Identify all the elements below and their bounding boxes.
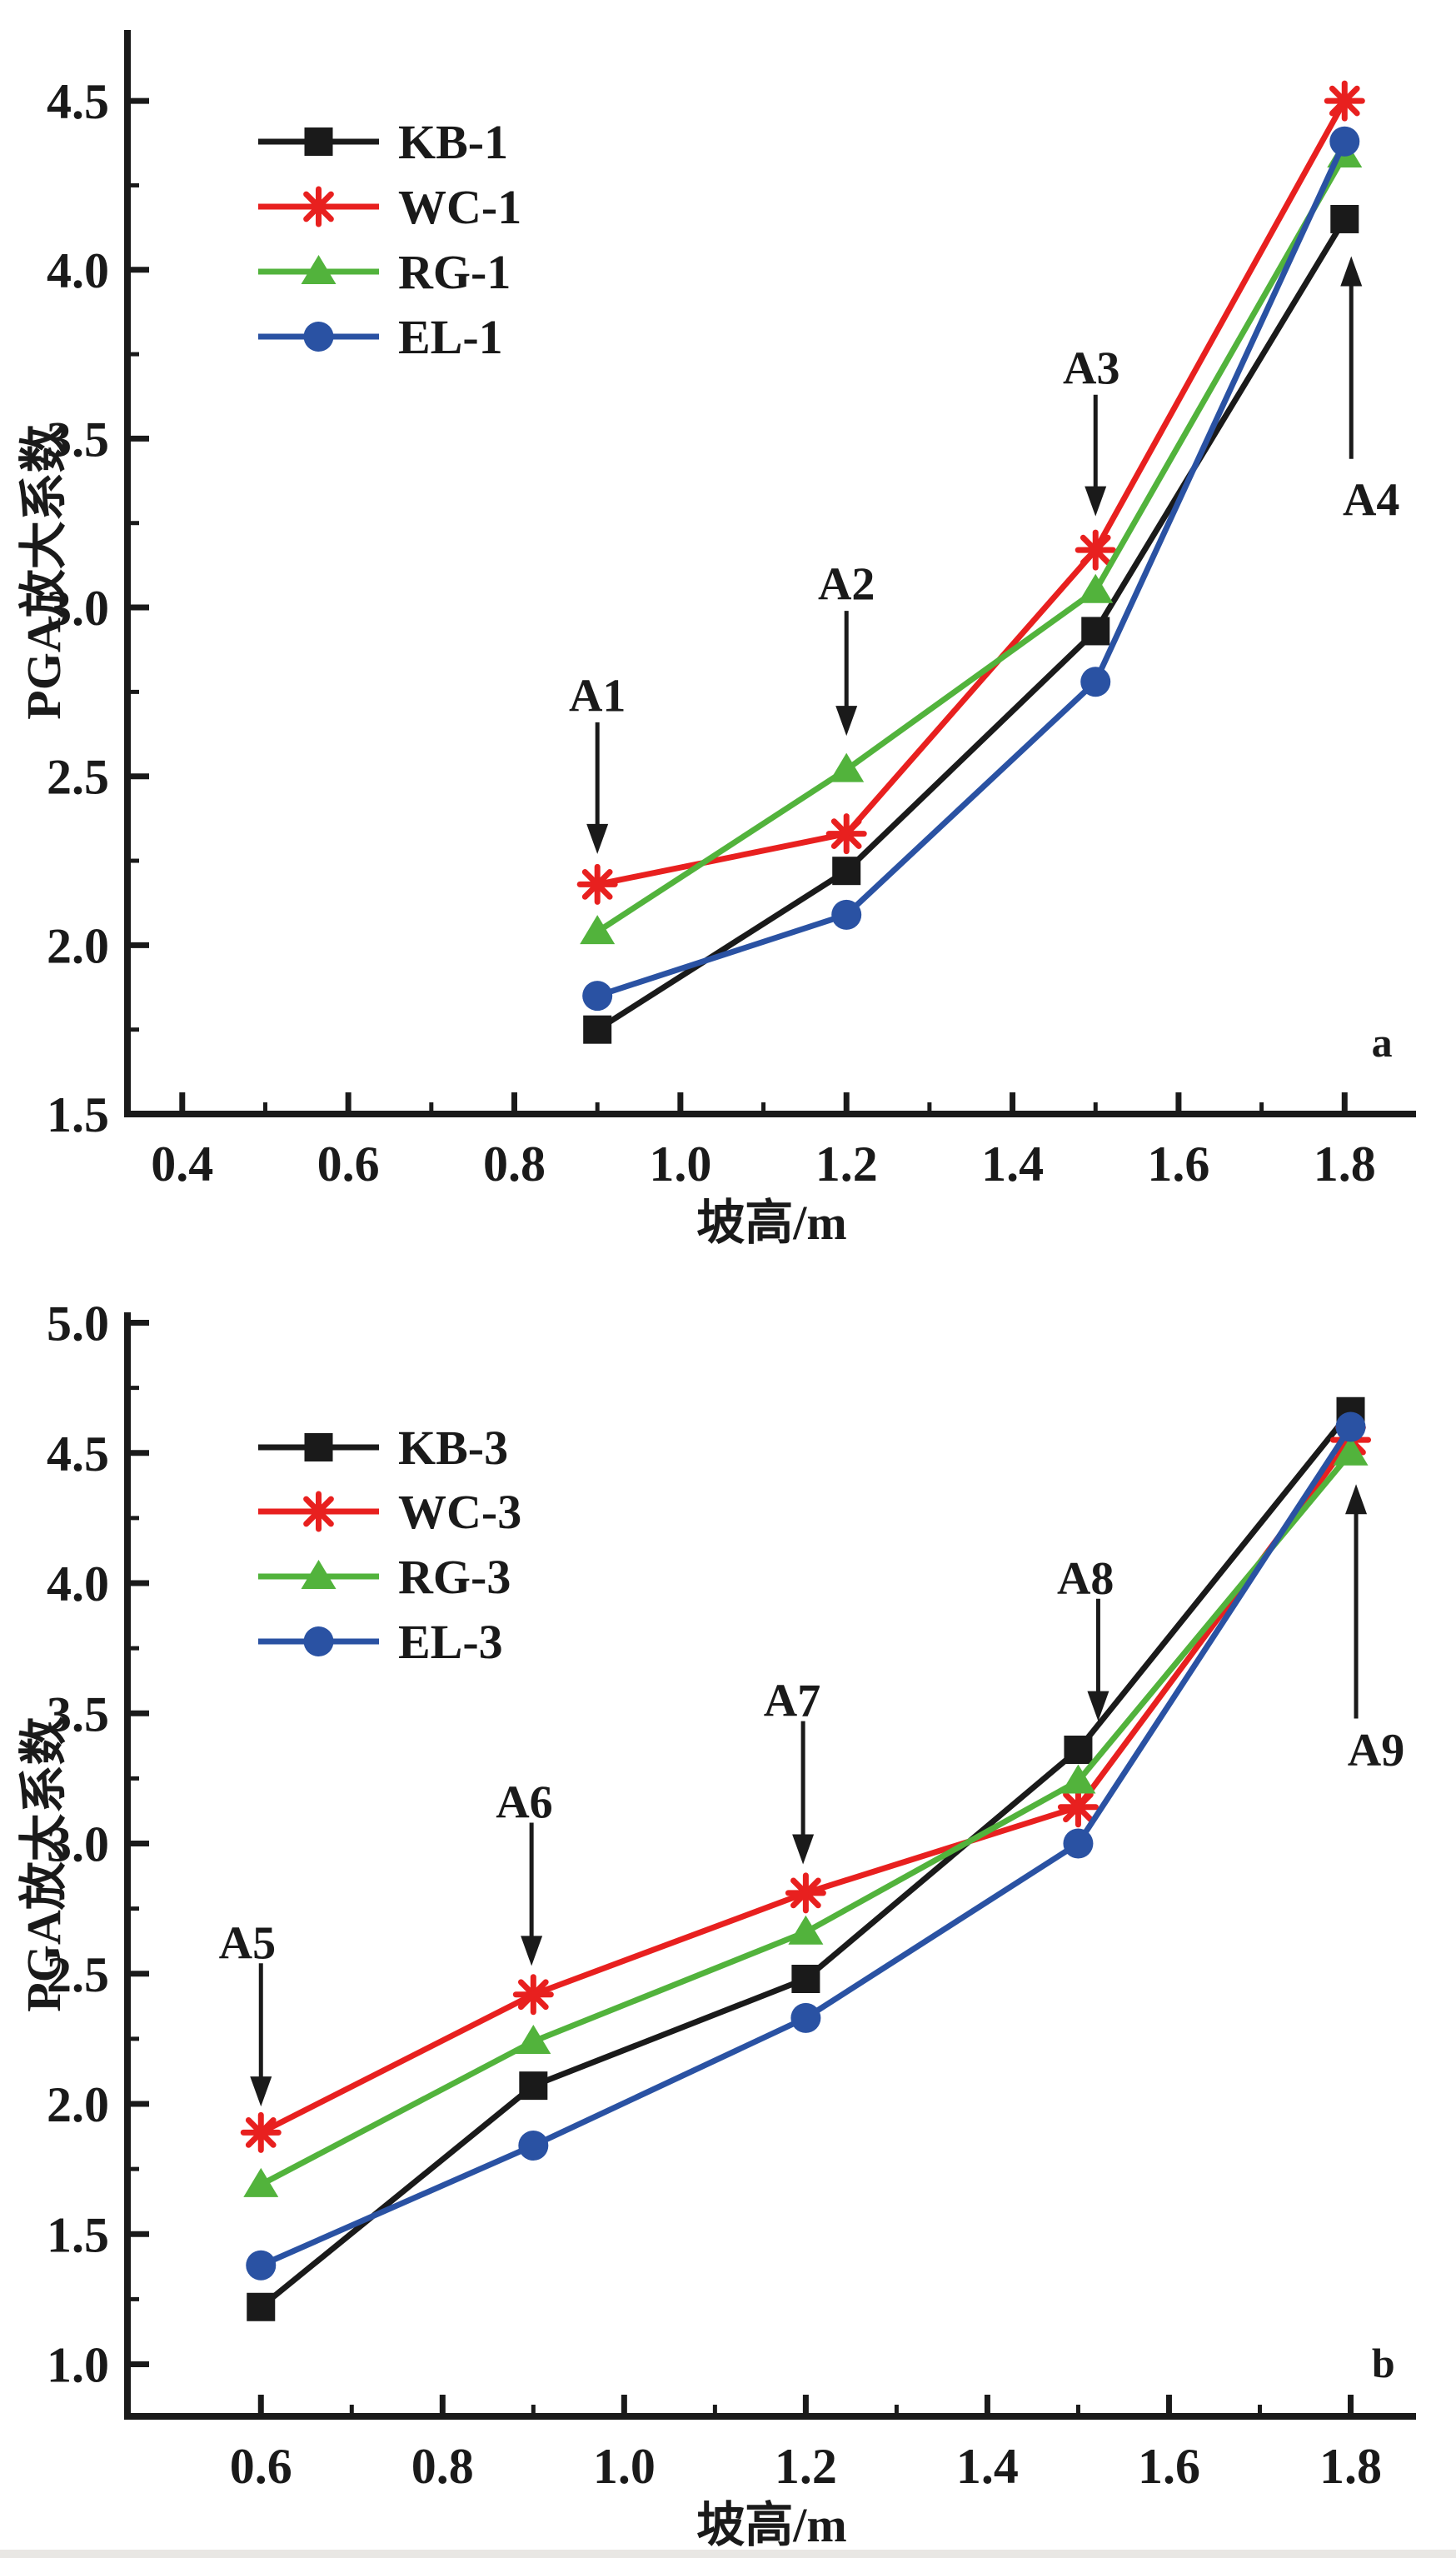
panel-a: 0.4 0.6 0.8 1.0 1.2 1.4 1.6 1.8 1.5 2.0 2.5 3.0 3.5 4… — [17, 30, 1416, 1250]
annotation-label: A4 — [1343, 474, 1399, 526]
y-tick-label: 2.0 — [47, 918, 109, 973]
legend-item-RG-1: RG-1 — [258, 245, 511, 299]
axes-b: 0.6 0.8 1.0 1.2 1.4 1.6 1.8 1.0 1.5 2.0 2.5 3.0 3.5 4… — [47, 1296, 1416, 2494]
x-tick-label: 1.0 — [649, 1137, 711, 1192]
legend-item-EL-3: EL-3 — [258, 1615, 503, 1669]
x-tick-label: 1.6 — [1147, 1137, 1209, 1192]
x-tick-label: 0.6 — [230, 2439, 292, 2494]
legend-item-WC-1: WC-1 — [258, 180, 521, 234]
series-EL-1 — [582, 126, 1360, 1012]
legend-label: EL-3 — [398, 1615, 503, 1669]
y-tick-label: 3.5 — [47, 1686, 109, 1741]
y-tick-label: 3.0 — [47, 581, 109, 636]
annotation-label: A8 — [1057, 1553, 1114, 1605]
y-axis-title: PGA放大系数 — [17, 424, 71, 719]
x-axis-title: 坡高/m — [696, 2498, 846, 2552]
axes-a: 0.4 0.6 0.8 1.0 1.2 1.4 1.6 1.8 1.5 2.0 2.5 3.0 3.5 4… — [47, 30, 1416, 1192]
legend-a: KB-1 WC-1 RG-1 EL-1 — [258, 115, 521, 364]
y-tick-label: 1.5 — [47, 2207, 109, 2262]
annotation-label: A3 — [1063, 342, 1119, 394]
annotation-label: A9 — [1348, 1725, 1404, 1776]
x-tick-label: 1.4 — [981, 1137, 1044, 1192]
legend-item-RG-3: RG-3 — [258, 1550, 511, 1604]
annotation-A7: A7 — [764, 1676, 820, 1865]
legend-label: EL-1 — [398, 310, 503, 364]
legend-label: WC-1 — [398, 180, 521, 234]
annotation-A4: A4 — [1340, 256, 1399, 526]
y-tick-label: 4.0 — [47, 243, 109, 298]
series-EL-3 — [246, 1411, 1366, 2281]
y-tick-label: 4.5 — [47, 1426, 109, 1481]
legend-label: KB-3 — [398, 1421, 508, 1475]
y-tick-label: 1.0 — [47, 2338, 109, 2393]
legend-item-KB-3: KB-3 — [258, 1421, 508, 1475]
y-axis-title: PGA放大系数 — [17, 1716, 71, 2011]
y-tick-label: 2.5 — [47, 1947, 109, 2002]
legend-label: WC-3 — [398, 1485, 521, 1539]
series-KB-3 — [247, 1396, 1365, 2321]
legend-b: KB-3 WC-3 RG-3 EL-3 — [258, 1421, 521, 1669]
x-tick-label: 1.0 — [593, 2439, 656, 2494]
x-tick-label: 1.2 — [815, 1137, 878, 1192]
x-tick-label: 1.2 — [775, 2439, 837, 2494]
x-axis-title: 坡高/m — [696, 1196, 846, 1250]
y-tick-label: 4.5 — [47, 74, 109, 129]
x-tick-label: 0.8 — [411, 2439, 474, 2494]
annotation-label: A6 — [496, 1777, 552, 1829]
y-tick-label: 3.5 — [47, 412, 109, 467]
x-tick-label: 0.8 — [483, 1137, 546, 1192]
series-WC-1 — [576, 80, 1365, 905]
y-tick-label: 5.0 — [47, 1296, 109, 1351]
scan-edge-strip — [0, 2550, 1456, 2558]
annotation-A8: A8 — [1057, 1553, 1114, 1721]
panel-letter-a: a — [1372, 1019, 1393, 1066]
annotation-label: A2 — [818, 559, 875, 611]
x-tick-label: 1.8 — [1314, 1137, 1376, 1192]
legend-item-WC-3: WC-3 — [258, 1485, 521, 1539]
annotation-label: A1 — [569, 670, 626, 722]
legend-label: KB-1 — [398, 115, 508, 169]
series-RG-3 — [243, 1436, 1369, 2197]
series-RG-1 — [580, 137, 1363, 945]
legend-item-KB-1: KB-1 — [258, 115, 508, 169]
annotation-A1: A1 — [569, 670, 626, 854]
x-tick-label: 1.8 — [1319, 2439, 1382, 2494]
y-tick-label: 2.0 — [47, 2077, 109, 2132]
x-tick-label: 1.6 — [1138, 2439, 1200, 2494]
x-tick-label: 1.4 — [956, 2439, 1019, 2494]
y-tick-label: 3.0 — [47, 1817, 109, 1872]
legend-label: RG-1 — [398, 245, 511, 299]
legend-item-EL-1: EL-1 — [258, 310, 503, 364]
x-tick-label: 0.6 — [317, 1137, 380, 1192]
annotation-label: A7 — [764, 1676, 820, 1727]
x-tick-label: 0.4 — [151, 1137, 213, 1192]
annotation-A6: A6 — [496, 1777, 553, 1966]
annotation-A2: A2 — [818, 559, 875, 737]
annotation-A5: A5 — [219, 1917, 276, 2107]
y-tick-label: 4.0 — [47, 1556, 109, 1611]
annotation-A3: A3 — [1063, 342, 1119, 517]
series-KB-1 — [583, 204, 1359, 1044]
y-tick-label: 1.5 — [47, 1087, 109, 1142]
panel-b: 0.6 0.8 1.0 1.2 1.4 1.6 1.8 1.0 1.5 2.0 2.5 3.0 3.5 4… — [17, 1296, 1416, 2552]
annotation-A9: A9 — [1345, 1484, 1404, 1776]
legend-label: RG-3 — [398, 1550, 511, 1604]
panel-letter-b: b — [1372, 2340, 1395, 2386]
y-tick-label: 2.5 — [47, 750, 109, 805]
annotation-label: A5 — [219, 1917, 276, 1969]
